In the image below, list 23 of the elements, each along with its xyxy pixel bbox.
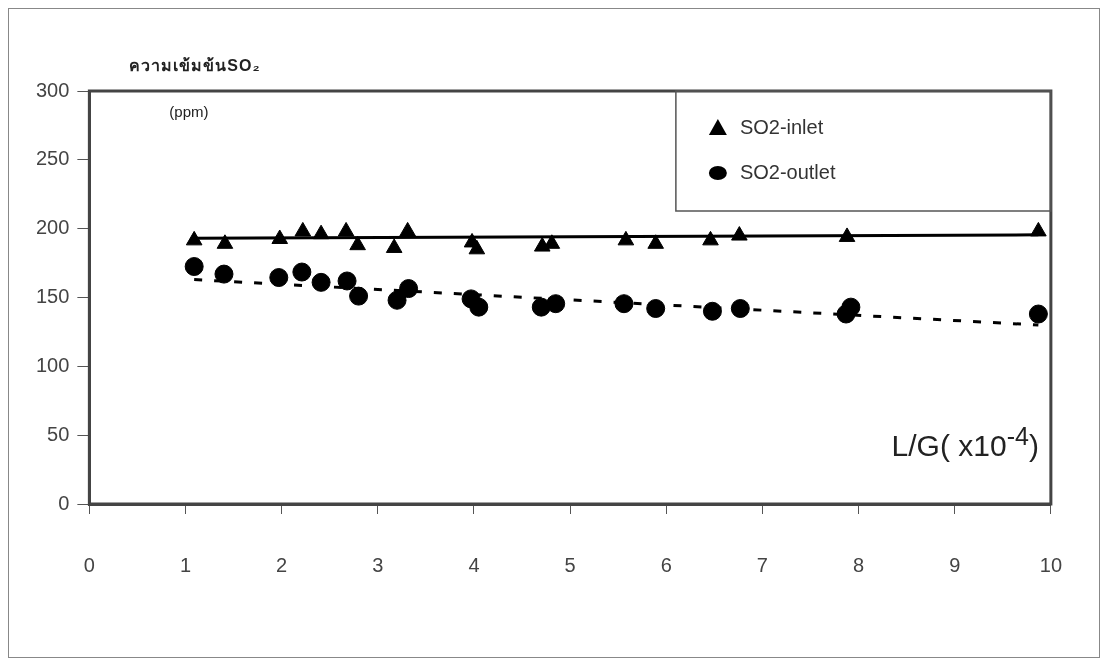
y-tick-label: 150 (35, 285, 70, 308)
x-tick-label: 10 (1039, 553, 1062, 576)
x-tick-label: 0 (83, 553, 95, 576)
x-tick-label: 4 (468, 553, 480, 576)
x-tick-label: 3 (372, 553, 384, 576)
x-tick-label: 7 (756, 553, 768, 576)
x-tick-label: 8 (853, 553, 865, 576)
y-tick-label: 200 (35, 216, 70, 239)
legend-label: SO2-outlet (739, 160, 836, 183)
y-tick-label: 250 (35, 147, 70, 170)
legend-label: SO2-inlet (739, 115, 824, 138)
x-tick-label: 2 (276, 553, 288, 576)
x-tick-label: 1 (179, 553, 192, 576)
x-tick-label: 5 (564, 553, 576, 576)
x-tick-label: 6 (660, 553, 672, 576)
y-tick-label: 50 (47, 422, 70, 445)
y-tick-label: 0 (58, 491, 70, 514)
y-axis-title: ความเข้มข้นSO₂ (129, 56, 261, 76)
y-tick-label: 300 (35, 78, 70, 101)
annotation: (ppm) (169, 103, 209, 120)
x-axis-title: L/G( x10$^{-4}$) (891, 422, 1039, 463)
y-tick-label: 100 (35, 353, 70, 376)
x-tick-label: 9 (949, 553, 961, 576)
